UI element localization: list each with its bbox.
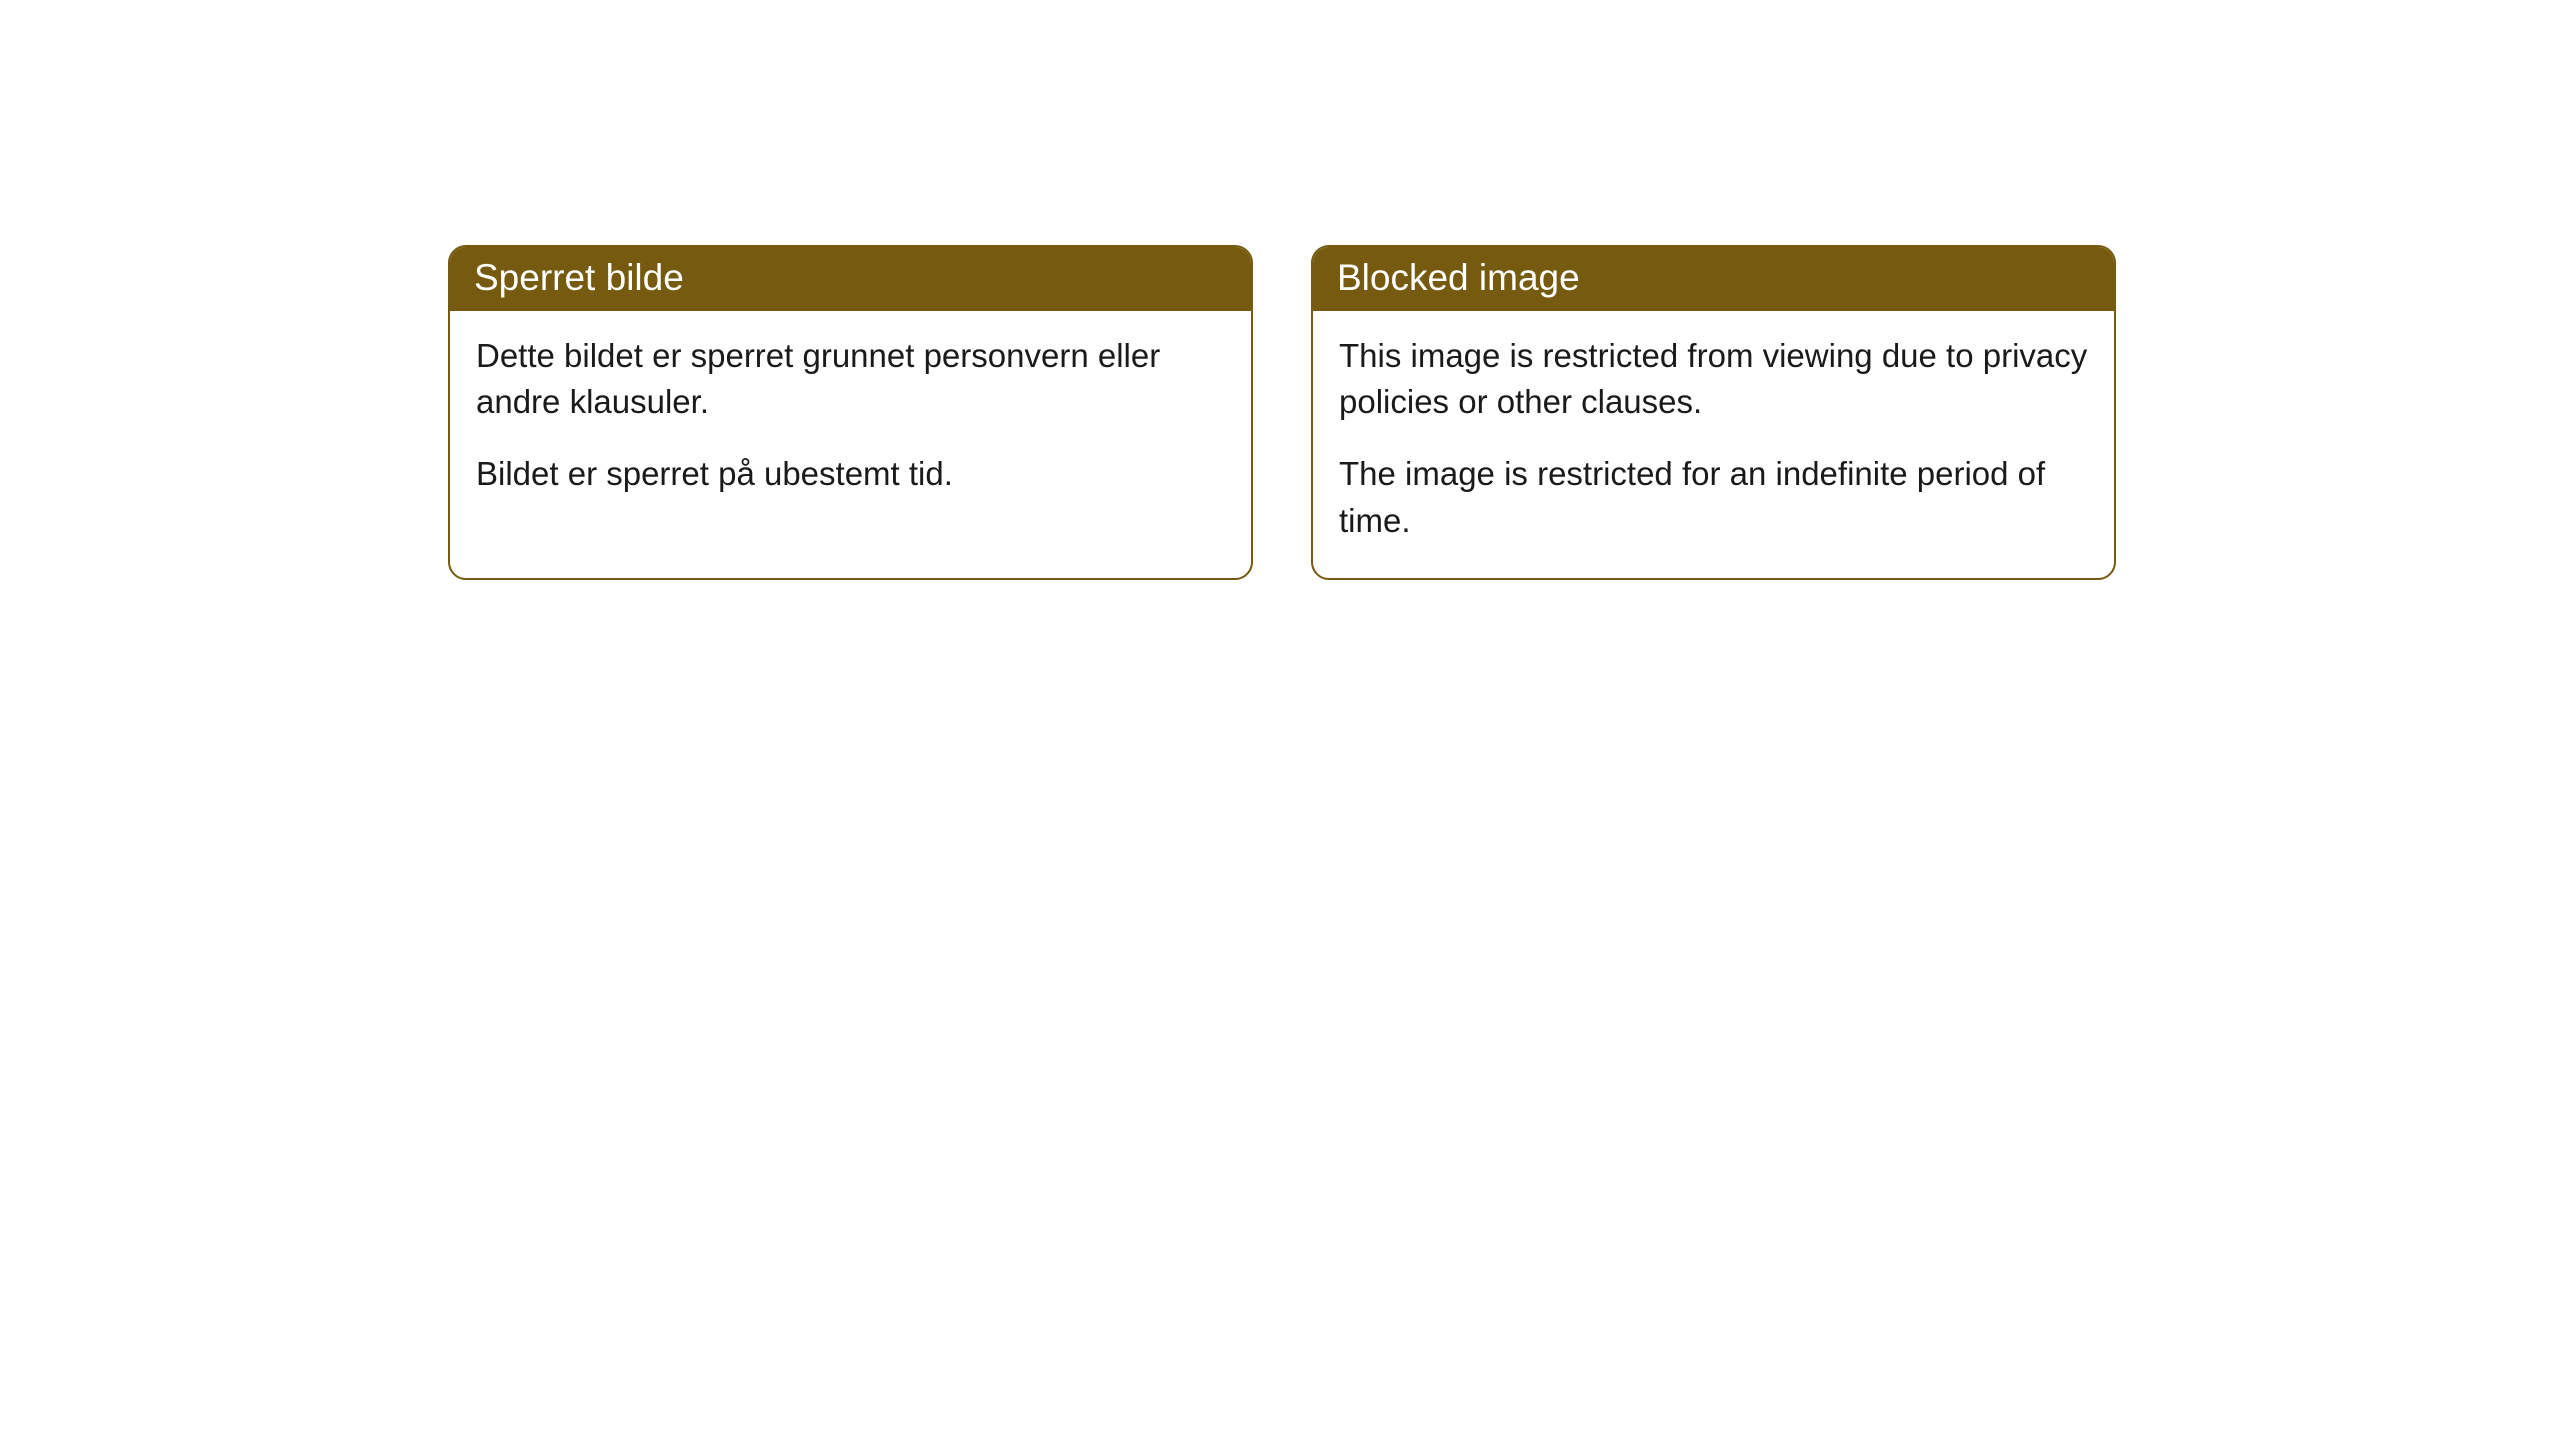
notice-card-norwegian: Sperret bilde Dette bildet er sperret gr…	[448, 245, 1253, 580]
card-body: Dette bildet er sperret grunnet personve…	[450, 311, 1251, 532]
card-paragraph: Bildet er sperret på ubestemt tid.	[476, 451, 1225, 497]
card-title: Blocked image	[1337, 257, 1580, 298]
notice-cards-container: Sperret bilde Dette bildet er sperret gr…	[448, 245, 2560, 580]
card-body: This image is restricted from viewing du…	[1313, 311, 2114, 578]
card-title: Sperret bilde	[474, 257, 684, 298]
card-paragraph: This image is restricted from viewing du…	[1339, 333, 2088, 425]
card-paragraph: Dette bildet er sperret grunnet personve…	[476, 333, 1225, 425]
card-header: Sperret bilde	[450, 247, 1251, 311]
card-header: Blocked image	[1313, 247, 2114, 311]
notice-card-english: Blocked image This image is restricted f…	[1311, 245, 2116, 580]
card-paragraph: The image is restricted for an indefinit…	[1339, 451, 2088, 543]
